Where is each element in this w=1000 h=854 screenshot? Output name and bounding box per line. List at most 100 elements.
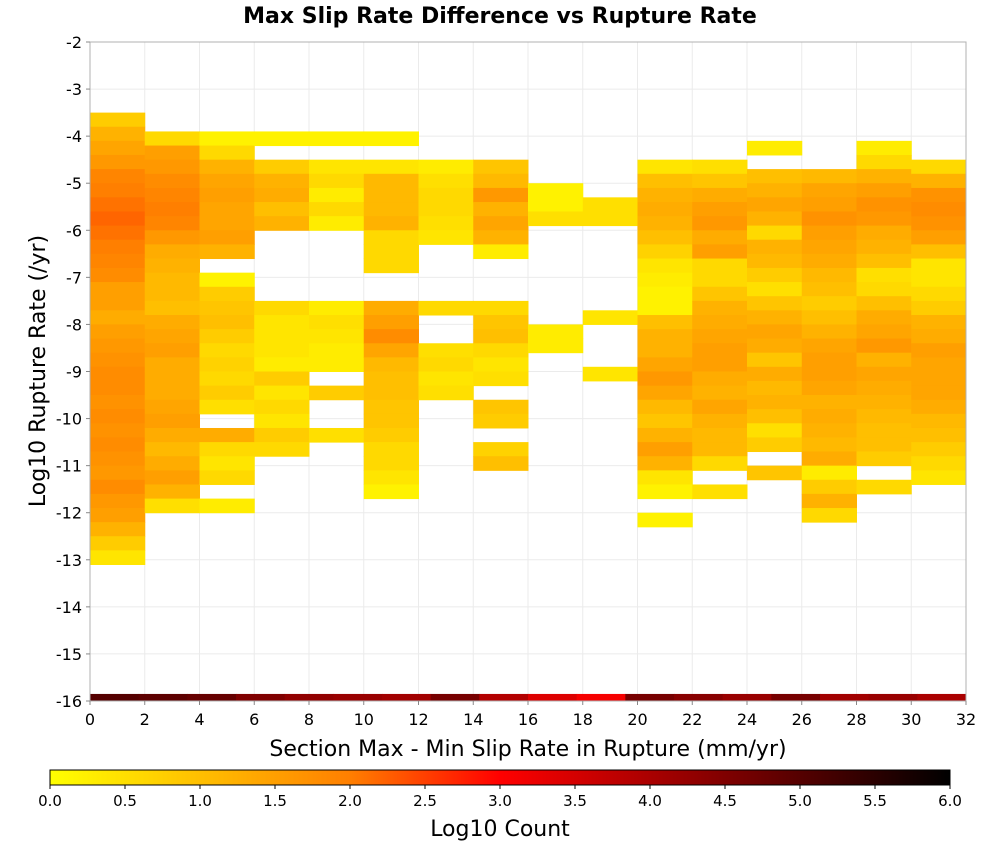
heatmap-cell: [747, 239, 803, 255]
heatmap-cell: [747, 366, 803, 382]
colorbar-tick-label: 1.5: [263, 792, 287, 810]
heatmap-cell: [90, 423, 146, 438]
heatmap-cell: [363, 470, 419, 485]
heatmap-cell: [90, 211, 146, 227]
heatmap-cell-bottom: [576, 693, 626, 701]
heatmap-cell: [856, 211, 912, 227]
heatmap-cell-bottom: [917, 693, 967, 701]
y-tick-label: -7: [66, 268, 82, 287]
heatmap-cell: [199, 385, 255, 401]
heatmap-cell: [637, 315, 693, 330]
heatmap-cell: [856, 225, 912, 241]
heatmap-cell: [582, 211, 638, 227]
heatmap-cell-bottom: [771, 693, 821, 701]
x-tick-label: 4: [194, 710, 204, 729]
heatmap-cell: [90, 324, 146, 340]
x-tick-label: 0: [85, 710, 95, 729]
x-tick-label: 14: [463, 710, 483, 729]
heatmap-cell: [90, 465, 146, 481]
heatmap-cell: [254, 399, 310, 415]
heatmap-cell: [309, 131, 365, 147]
y-axis-ticks: -16 -15 -14 -13 -12 -11 -10 -9 -8 -7 -6 -5 -4 -3 -2: [56, 33, 90, 711]
heatmap-cell: [637, 399, 693, 415]
heatmap-cell: [309, 385, 365, 401]
heatmap-cell: [582, 366, 638, 382]
heatmap-cell: [856, 282, 912, 297]
heatmap-cell-bottom: [333, 693, 383, 701]
heatmap-cell: [309, 315, 365, 330]
heatmap-cell: [473, 300, 529, 316]
heatmap-cell: [90, 338, 146, 354]
heatmap-cell: [144, 456, 200, 471]
heatmap-cell: [199, 145, 255, 161]
x-axis-ticks: 0 2 4 6 8 10 12 14 16 18 20 22 24 26 28 30 32: [85, 701, 976, 729]
heatmap-cell: [856, 253, 912, 269]
heatmap-cell-bottom: [722, 693, 772, 701]
heatmap-cell: [856, 169, 912, 184]
heatmap-cell: [692, 300, 748, 316]
heatmap-cell: [90, 508, 146, 523]
heatmap-cell: [801, 267, 857, 283]
heatmap-cell: [144, 399, 200, 415]
heatmap-cell: [856, 437, 912, 453]
heatmap-cell: [801, 437, 857, 453]
heatmap-cell: [309, 357, 365, 372]
heatmap-cell: [90, 154, 146, 170]
heatmap-cell: [418, 230, 474, 245]
x-tick-label: 6: [249, 710, 259, 729]
heatmap-cell: [144, 427, 200, 443]
heatmap-cell: [144, 230, 200, 245]
heatmap-cell: [856, 296, 912, 311]
heatmap-cell: [199, 371, 255, 387]
heatmap-cell: [801, 225, 857, 241]
heatmap-cell: [747, 225, 803, 241]
heatmap-cell: [911, 300, 967, 316]
heatmap-cell: [199, 131, 255, 147]
heatmap-cell: [309, 329, 365, 344]
heatmap-cell: [90, 550, 146, 565]
heatmap-cell: [856, 197, 912, 212]
heatmap-cell: [856, 183, 912, 198]
heatmap-cell: [90, 451, 146, 467]
y-tick-label: -3: [66, 80, 82, 99]
heatmap-cell: [911, 456, 967, 471]
heatmap-cell: [747, 352, 803, 368]
heatmap-cell: [692, 427, 748, 443]
heatmap-cell: [90, 140, 146, 156]
heatmap-cell: [911, 470, 967, 485]
heatmap-cell: [199, 470, 255, 485]
heatmap-cell: [254, 385, 310, 401]
heatmap-cell: [637, 230, 693, 245]
heatmap-cell: [199, 498, 255, 514]
heatmap-cell: [90, 437, 146, 453]
heatmap-cell: [144, 315, 200, 330]
heatmap-cell: [801, 282, 857, 297]
heatmap-cell: [254, 187, 310, 203]
heatmap-cell: [637, 427, 693, 443]
heatmap-cell: [911, 230, 967, 245]
heatmap-cell: [473, 159, 529, 175]
x-tick-label: 26: [792, 710, 812, 729]
colorbar-tick-label: 5.0: [788, 792, 812, 810]
y-tick-label: -6: [66, 221, 82, 240]
heatmap-cell: [363, 385, 419, 401]
heatmap-cell: [309, 173, 365, 189]
heatmap-cell: [637, 371, 693, 387]
heatmap-cell: [199, 230, 255, 245]
heatmap-cell: [911, 244, 967, 260]
heatmap-cell: [199, 272, 255, 288]
heatmap-cell: [309, 427, 365, 443]
heatmap-cell: [637, 159, 693, 175]
heatmap-cell: [692, 456, 748, 471]
heatmap-cell: [528, 197, 584, 212]
heatmap-cell: [747, 140, 803, 156]
heatmap-cell: [582, 310, 638, 325]
heatmap-cell: [801, 211, 857, 227]
heatmap-cell: [254, 300, 310, 316]
heatmap-cell: [637, 484, 693, 500]
heatmap-cell: [692, 272, 748, 288]
colorbar-tick-label: 4.5: [713, 792, 737, 810]
heatmap-cell: [90, 493, 146, 509]
x-tick-label: 32: [956, 710, 976, 729]
heatmap-cell: [363, 216, 419, 231]
